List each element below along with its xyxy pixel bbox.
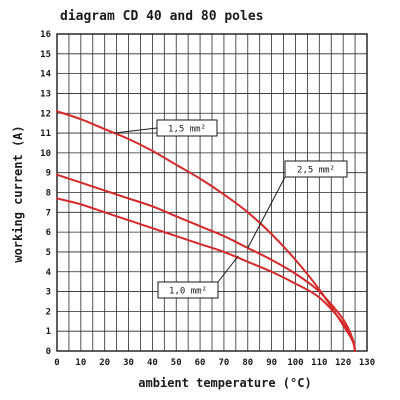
x-tick-label: 40 <box>147 358 158 368</box>
x-tick-label: 120 <box>335 358 351 368</box>
x-tick-labels: 0 10 20 30 40 50 60 70 80 90 100 110 120 130 <box>54 358 375 368</box>
y-tick-label: 2 <box>46 307 51 317</box>
series-line-3 <box>56 197 357 352</box>
x-tick-label: 110 <box>311 358 327 368</box>
x-tick-label: 90 <box>266 358 277 368</box>
y-tick-label: 1 <box>46 327 51 337</box>
x-tick-label: 20 <box>99 358 110 368</box>
callout-leader-line <box>247 176 286 249</box>
y-tick-label: 11 <box>40 129 51 139</box>
series-lines <box>56 110 357 352</box>
callout-label: 1,0 mm² <box>169 287 207 297</box>
x-tick-label: 100 <box>287 358 303 368</box>
y-tick-label: 7 <box>46 208 51 218</box>
y-tick-label: 16 <box>40 30 51 40</box>
y-tick-label: 5 <box>46 248 51 258</box>
callout-box <box>156 119 218 137</box>
y-tick-label: 0 <box>46 347 51 357</box>
chart-title: diagram CD 40 and 80 poles <box>60 9 264 24</box>
x-tick-label: 10 <box>75 358 86 368</box>
grid <box>56 33 368 352</box>
callout-box <box>157 281 219 299</box>
series-line-2 <box>56 173 357 352</box>
callout-box <box>284 160 348 178</box>
callout-leader-line <box>217 255 239 283</box>
x-tick-label: 30 <box>123 358 134 368</box>
series-line-1 <box>56 110 357 352</box>
y-tick-label: 15 <box>40 50 51 60</box>
y-tick-label: 4 <box>46 268 52 278</box>
x-tick-label: 60 <box>195 358 206 368</box>
x-tick-label: 80 <box>242 358 253 368</box>
y-axis-label: working current (A) <box>11 125 25 262</box>
callout-label: 1,5 mm² <box>168 125 206 135</box>
y-tick-label: 12 <box>40 109 51 119</box>
y-tick-label: 9 <box>46 169 51 179</box>
x-tick-label: 70 <box>219 358 230 368</box>
x-axis-label: ambient temperature (°C) <box>138 376 311 390</box>
plot-frame <box>56 33 368 352</box>
x-tick-label: 50 <box>171 358 182 368</box>
y-tick-label: 6 <box>46 228 51 238</box>
x-tick-label: 0 <box>54 358 59 368</box>
y-tick-label: 10 <box>40 149 51 159</box>
callout-leader-line <box>114 127 158 134</box>
y-tick-label: 13 <box>40 89 51 99</box>
callout-label: 2,5 mm² <box>297 166 335 176</box>
x-tick-label: 130 <box>359 358 375 368</box>
callouts: 1,5 mm² 2,5 mm² 1,0 mm² <box>114 119 348 299</box>
y-tick-label: 14 <box>40 70 51 80</box>
y-tick-label: 8 <box>46 189 51 199</box>
y-tick-label: 3 <box>46 288 51 298</box>
